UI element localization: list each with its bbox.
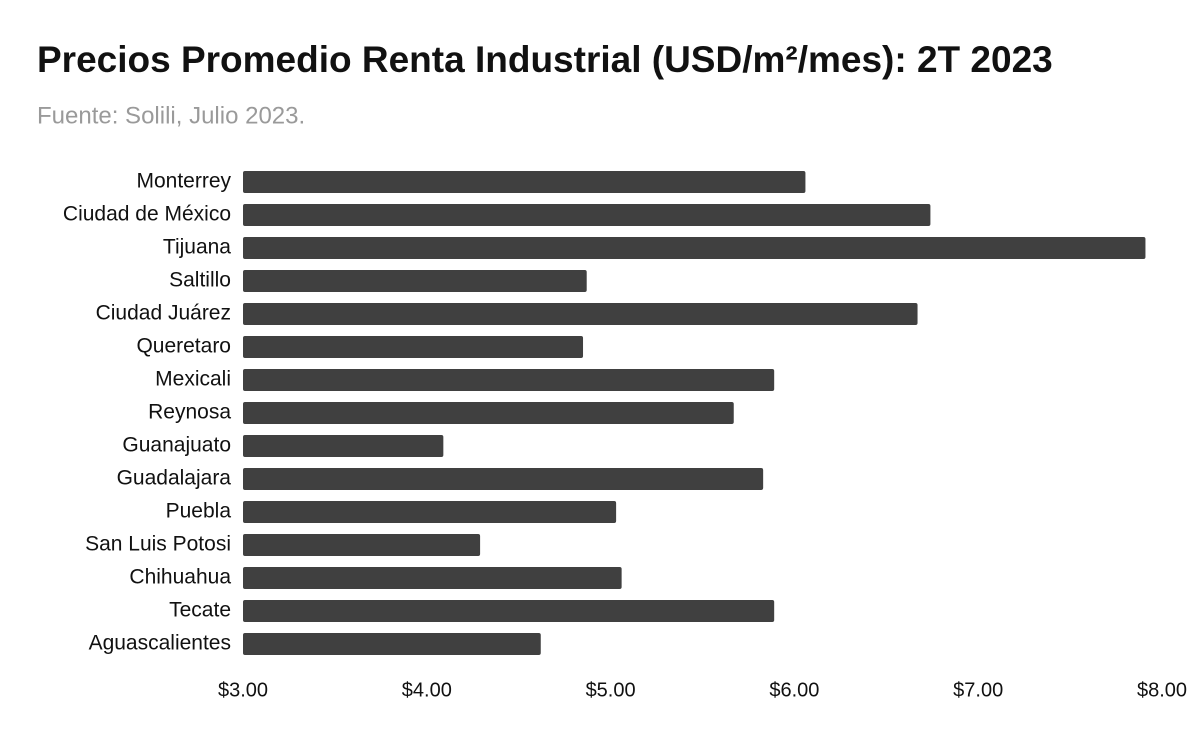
bar	[243, 402, 734, 424]
y-tick-label: San Luis Potosi	[85, 533, 231, 556]
y-tick-label: Saltillo	[169, 269, 231, 292]
bar	[243, 567, 622, 589]
y-tick-label: Chihuahua	[129, 566, 231, 589]
y-tick-label: Puebla	[166, 500, 232, 523]
x-tick-label: $6.00	[769, 679, 819, 701]
y-tick-label: Tijuana	[163, 236, 231, 259]
x-tick-label: $5.00	[586, 679, 636, 701]
y-tick-label: Reynosa	[148, 401, 231, 424]
y-tick-label: Queretaro	[136, 335, 231, 358]
bar	[243, 336, 584, 358]
chart-subtitle: Fuente: Solili, Julio 2023.	[37, 102, 305, 129]
bar	[243, 270, 587, 292]
bar	[243, 369, 775, 391]
x-tick-label: $3.00	[218, 679, 268, 701]
y-tick-label: Ciudad de México	[63, 203, 231, 226]
bar	[243, 303, 918, 325]
y-tick-label: Monterrey	[136, 170, 231, 193]
y-tick-label: Tecate	[169, 599, 231, 622]
bar	[243, 600, 775, 622]
y-tick-label: Aguascalientes	[89, 632, 231, 655]
y-tick-label: Ciudad Juárez	[96, 302, 231, 325]
bar	[243, 501, 617, 523]
chart-title: Precios Promedio Renta Industrial (USD/m…	[37, 39, 1053, 80]
y-tick-label: Mexicali	[155, 368, 231, 391]
bar	[243, 237, 1146, 259]
bar	[243, 468, 764, 490]
bar	[243, 204, 931, 226]
x-tick-label: $4.00	[402, 679, 452, 701]
y-tick-label: Guadalajara	[117, 467, 232, 490]
y-tick-label: Guanajuato	[122, 434, 231, 457]
bar	[243, 633, 541, 655]
bar	[243, 171, 806, 193]
bar	[243, 534, 481, 556]
bar	[243, 435, 444, 457]
x-tick-label: $7.00	[953, 679, 1003, 701]
x-tick-label: $8.00	[1137, 679, 1187, 701]
